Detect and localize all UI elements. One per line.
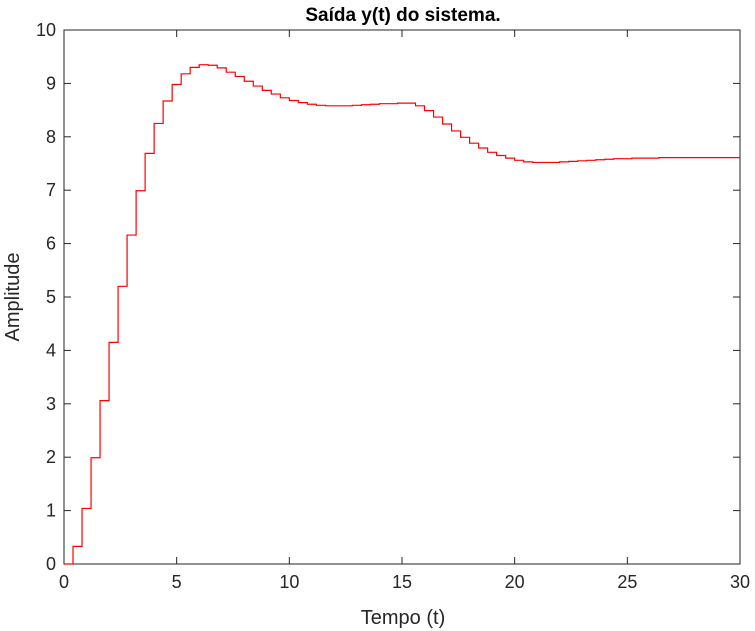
- chart-title: Saída y(t) do sistema.: [305, 5, 500, 26]
- y-tick-label: 8: [46, 127, 56, 147]
- y-tick-label: 9: [46, 73, 56, 93]
- x-axis-label: Tempo (t): [361, 607, 445, 629]
- axes-box: [63, 29, 741, 565]
- y-tick-label: 3: [46, 394, 56, 414]
- x-tick-label: 5: [172, 572, 182, 592]
- x-tick-label: 30: [730, 572, 750, 592]
- y-tick-label: 10: [36, 20, 56, 40]
- x-tick-label: 10: [279, 572, 299, 592]
- x-tick-label: 20: [505, 572, 525, 592]
- x-tick-label: 0: [59, 572, 69, 592]
- x-tick-label: 15: [392, 572, 412, 592]
- x-tick-label: 25: [617, 572, 637, 592]
- plot-area: 0 5 10 15 20 25 30 0 1 2 3 4 5 6 7 8 9 10: [36, 20, 750, 592]
- y-tick-label: 2: [46, 447, 56, 467]
- y-axis-ticks: 0 1 2 3 4 5 6 7 8 9 10: [36, 20, 740, 574]
- y-tick-label: 6: [46, 234, 56, 254]
- y-tick-label: 4: [46, 340, 56, 360]
- series-line-y: [64, 64, 740, 565]
- y-tick-label: 7: [46, 180, 56, 200]
- x-axis-ticks: 0 5 10 15 20 25 30: [59, 30, 750, 592]
- y-axis-label: Amplitude: [2, 253, 24, 342]
- y-tick-label: 0: [46, 554, 56, 574]
- y-tick-label: 5: [46, 287, 56, 307]
- y-tick-label: 1: [46, 501, 56, 521]
